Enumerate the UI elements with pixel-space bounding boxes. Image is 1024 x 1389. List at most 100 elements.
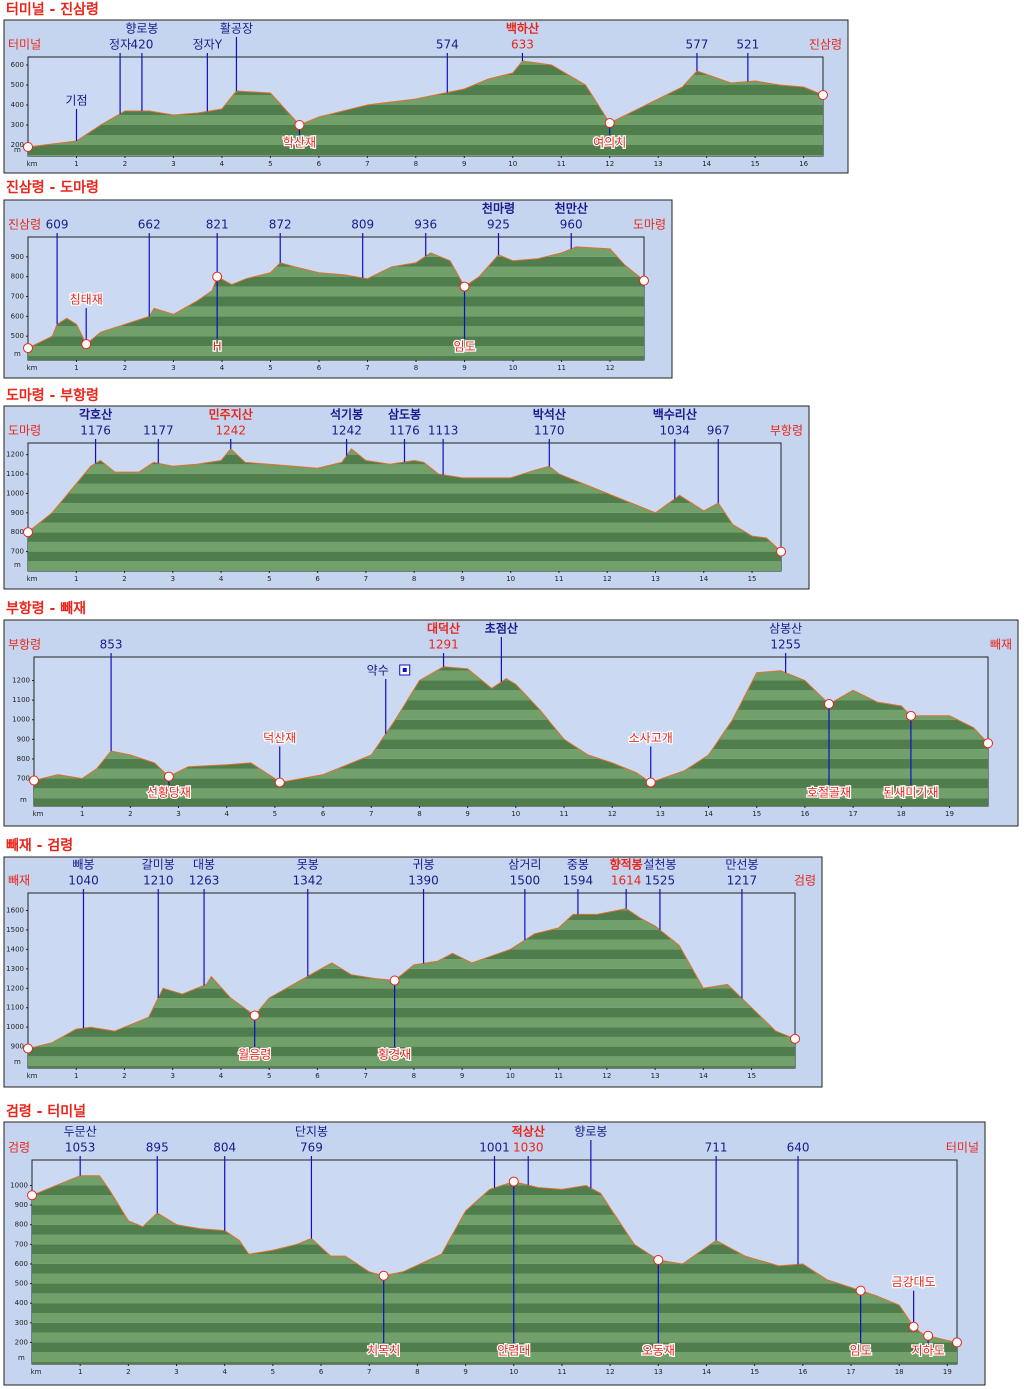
y-tick-label: 900 [11, 253, 24, 261]
stripe [28, 316, 644, 327]
x-tick-label: 5 [268, 364, 272, 372]
stripe [28, 1007, 795, 1018]
peak-elevation: 769 [300, 1141, 323, 1155]
pass-marker [294, 120, 305, 130]
peak-elevation: 821 [206, 218, 229, 232]
peak-name: 석기봉 [330, 407, 363, 422]
x-tick-label: 4 [220, 364, 225, 372]
x-tick-label: 4 [219, 575, 224, 583]
pass-marker [378, 1270, 389, 1281]
stripe [32, 1254, 957, 1264]
x-tick-label: 14 [699, 1072, 708, 1080]
stripe [34, 749, 988, 759]
peak-elevation: 1255 [770, 638, 801, 652]
peak-name: 향로봉 [125, 22, 158, 36]
stripe [34, 739, 988, 750]
pass-marker [389, 975, 400, 986]
endpoint-label: 빼재 [990, 638, 1012, 652]
x-tick-label: 5 [273, 810, 277, 818]
x-tick-label: 10 [508, 160, 517, 168]
x-tick-label: 1 [74, 364, 78, 372]
stripe [34, 758, 988, 769]
x-tick-label: 5 [267, 575, 271, 583]
pass-label: 학산재 [283, 136, 316, 150]
x-tick-label: 3 [171, 160, 175, 168]
x-axis-label: km [27, 575, 38, 583]
stripe [32, 1244, 957, 1255]
x-tick-label: 19 [943, 1368, 952, 1376]
peak-elevation: 1113 [428, 424, 459, 438]
endpoint-label: 터미널 [946, 1141, 979, 1155]
stripe [34, 778, 988, 789]
x-tick-label: 8 [417, 810, 421, 818]
endpoint-marker [983, 738, 993, 749]
x-tick-label: 7 [364, 575, 368, 583]
y-tick-label: 1300 [6, 965, 24, 973]
stripe [34, 729, 988, 740]
peak-elevation: 1176 [80, 424, 111, 438]
y-tick-label: 500 [15, 1280, 28, 1288]
x-tick-label: 7 [369, 810, 373, 818]
peak-name: 정자 [109, 38, 131, 52]
endpoint-label: 도마령 [8, 424, 41, 438]
x-tick-label: 15 [752, 810, 761, 818]
peak-elevation: 1390 [408, 874, 439, 888]
pass-marker [459, 281, 470, 292]
x-tick-label: 14 [699, 575, 708, 583]
y-tick-label: 900 [17, 735, 30, 743]
x-tick-label: 2 [123, 160, 127, 168]
x-tick-label: 11 [554, 1072, 563, 1080]
chart-title: 검령 - 터미널 [6, 1103, 86, 1120]
peak-elevation: 711 [705, 1141, 728, 1155]
x-tick-label: 2 [122, 1072, 126, 1080]
stripes [32, 1175, 957, 1364]
x-tick-label: 8 [415, 1368, 419, 1376]
x-tick-label: 13 [651, 575, 660, 583]
endpoint-label: 검령 [794, 874, 816, 888]
x-tick-label: 12 [605, 160, 614, 168]
x-tick-label: 19 [945, 810, 954, 818]
endpoint-label: 터미널 [8, 38, 41, 52]
stripe [32, 1273, 957, 1284]
peak-name: 백하산 [506, 21, 539, 36]
pass-marker [604, 118, 615, 128]
peak-name: 기점 [65, 94, 87, 108]
peak-elevation: 1242 [331, 424, 362, 438]
x-tick-label: 15 [750, 1368, 759, 1376]
peak-name: 백수리산 [653, 407, 697, 422]
x-tick-label: 1 [74, 575, 78, 583]
x-tick-label: 6 [321, 810, 326, 818]
stripe [28, 346, 644, 357]
peak-name: 삼봉산 [769, 622, 802, 636]
x-tick-label: 6 [317, 160, 322, 168]
stripe [28, 1046, 795, 1057]
stripe [28, 1017, 795, 1028]
endpoint-label: 검령 [8, 1141, 30, 1155]
peak-name: 적상산 [512, 1124, 545, 1139]
stripe [32, 1362, 957, 1364]
chart-title: 도마령 - 부항령 [6, 387, 99, 404]
stripe [28, 115, 823, 125]
peak-name: 못봉 [297, 858, 319, 872]
peak-elevation: 804 [213, 1141, 236, 1155]
stripe [28, 522, 781, 533]
stripe [32, 1313, 957, 1323]
x-tick-label: 17 [847, 1368, 856, 1376]
pass-label: 안렴대 [497, 1344, 530, 1358]
peak-name: 민주지산 [209, 407, 253, 422]
stripe [28, 464, 781, 475]
stripe [28, 551, 781, 562]
chart: 빼재 - 검령 900 1000 1100 1200 1300 1400 1500 1600 mk… [3, 837, 823, 1088]
y-tick-label: 800 [15, 1221, 28, 1229]
x-tick-label: 2 [122, 575, 126, 583]
pass-label: 침태재 [70, 293, 103, 307]
peak-name: 대덕산 [427, 621, 460, 636]
x-tick-label: 12 [606, 364, 615, 372]
stripe [28, 978, 795, 989]
stripe [28, 326, 644, 337]
y-tick-label: 1000 [10, 1182, 28, 1190]
stripe [34, 709, 988, 720]
y-tick-label: 900 [11, 1043, 24, 1051]
stripe [28, 356, 644, 360]
